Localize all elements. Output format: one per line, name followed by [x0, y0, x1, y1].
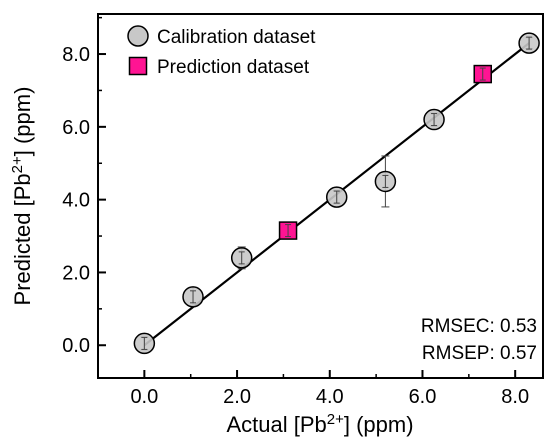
- rmse-annotation: RMSEC: 0.53: [421, 316, 537, 337]
- y-axis: 0.0 2.0 4.0 6.0 8.0: [62, 16, 106, 357]
- calibration-point: [374, 155, 397, 208]
- legend-item: Calibration dataset: [127, 25, 316, 48]
- rmse-annotation: RMSEP: 0.57: [422, 343, 537, 364]
- legend: Calibration dataset Prediction dataset: [127, 25, 316, 78]
- legend-label: Prediction dataset: [157, 57, 310, 78]
- calibration-point: [133, 332, 156, 355]
- x-tick-label: 4.0: [316, 386, 344, 408]
- annotations: RMSEC: 0.53 RMSEP: 0.57: [421, 316, 537, 364]
- y-tick-label: 2.0: [62, 262, 90, 284]
- axis-title-text: Predicted [Pb: [10, 173, 35, 305]
- y-tick-label: 8.0: [62, 44, 90, 66]
- y-tick-label: 0.0: [62, 335, 90, 357]
- legend-label: Calibration dataset: [157, 27, 316, 48]
- x-tick-label: 6.0: [409, 386, 437, 408]
- data-points: [133, 32, 540, 355]
- x-tick-label: 0.0: [130, 386, 158, 408]
- plot-frame: [97, 13, 544, 379]
- axis-title-text: ] (ppm): [344, 412, 414, 437]
- calibration-point: [423, 108, 445, 131]
- calibration-point: [518, 32, 540, 54]
- x-tick-label: 8.0: [501, 386, 529, 408]
- legend-item: Prediction dataset: [128, 56, 310, 78]
- calibration-point: [325, 186, 348, 208]
- y-tick-label: 6.0: [62, 117, 90, 139]
- axis-title-text: ] (ppm): [10, 87, 35, 157]
- y-axis-title: Predicted [Pb2+] (ppm): [9, 87, 36, 306]
- legend-square-marker: [128, 56, 148, 76]
- prediction-point: [473, 64, 492, 84]
- y-tick-label: 4.0: [62, 190, 90, 212]
- legend-circle-marker: [127, 25, 149, 47]
- axis-title-text: Actual [Pb: [226, 412, 326, 437]
- calibration-point: [230, 246, 253, 270]
- prediction-point: [278, 221, 298, 240]
- x-axis: 0.0 2.0 4.0 6.0 8.0: [97, 370, 529, 408]
- axis-title-superscript: 2+: [327, 411, 344, 428]
- calibration-point: [182, 286, 204, 308]
- x-axis-title: Actual [Pb2+] (ppm): [226, 411, 413, 438]
- axis-title-superscript: 2+: [9, 156, 26, 173]
- x-tick-label: 2.0: [223, 386, 251, 408]
